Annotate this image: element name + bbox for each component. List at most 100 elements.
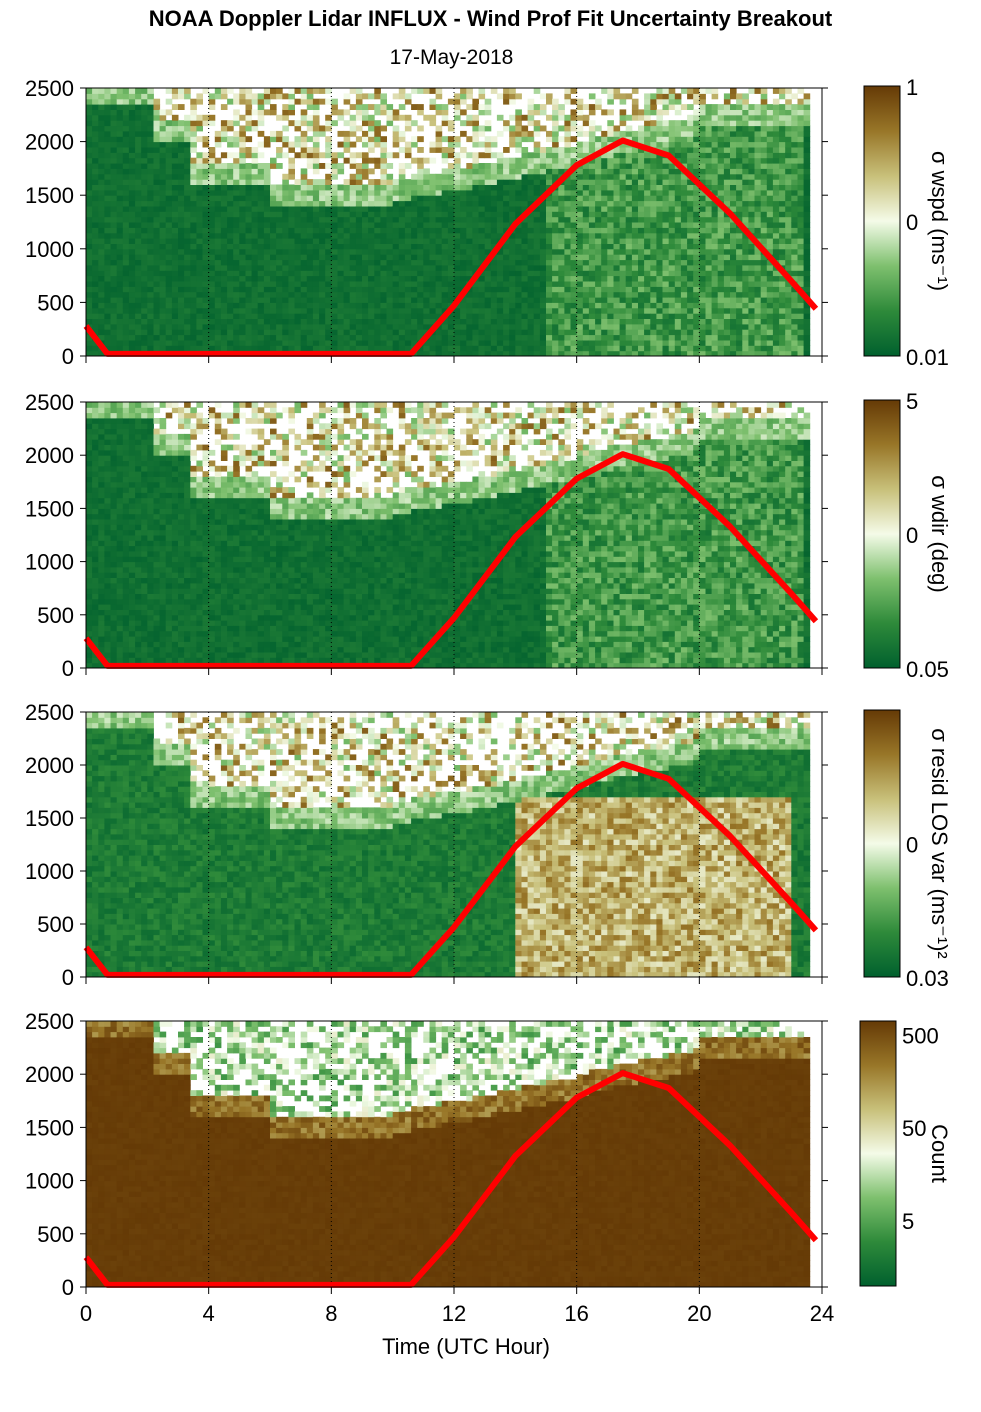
heatmap-cell <box>447 291 455 298</box>
heatmap-cell <box>288 222 295 228</box>
heatmap-cell <box>300 275 308 282</box>
heatmap-cell <box>239 157 246 164</box>
heatmap-cell <box>699 232 706 239</box>
heatmap-cell <box>337 313 345 319</box>
heatmap-cell <box>411 254 418 261</box>
heatmap-cell <box>147 329 154 336</box>
heatmap-cell <box>533 297 541 303</box>
heatmap-cell <box>386 205 394 212</box>
heatmap-cell <box>742 323 749 330</box>
heatmap-cell <box>533 350 541 357</box>
heatmap-cell <box>503 205 510 212</box>
heatmap-cell <box>214 270 222 277</box>
heatmap-cell <box>539 184 547 191</box>
heatmap-cell <box>165 302 173 309</box>
heatmap-cell <box>343 238 351 244</box>
heatmap-cell <box>619 98 627 105</box>
heatmap-cell <box>441 136 449 143</box>
heatmap-cell <box>380 189 387 196</box>
heatmap-cell <box>227 216 234 223</box>
heatmap-cell <box>300 114 308 121</box>
heatmap-cell <box>546 248 553 255</box>
heatmap-cell <box>478 195 486 202</box>
heatmap-cell <box>668 222 676 228</box>
heatmap-cell <box>570 339 578 346</box>
heatmap-cell <box>644 270 651 277</box>
heatmap-cell <box>288 248 295 255</box>
heatmap-cell <box>447 216 455 223</box>
heatmap-cell <box>135 168 142 175</box>
heatmap-cell <box>98 302 105 309</box>
heatmap-cell <box>257 152 265 159</box>
heatmap-cell <box>619 141 627 148</box>
heatmap-cell <box>319 270 326 277</box>
heatmap-cell <box>625 345 633 352</box>
heatmap-cell <box>705 323 713 330</box>
heatmap-cell <box>558 168 565 175</box>
heatmap-cell <box>386 179 394 185</box>
heatmap-cell <box>447 205 455 212</box>
heatmap-cell <box>227 291 234 298</box>
heatmap-cell <box>104 109 111 116</box>
heatmap-cell <box>171 243 179 250</box>
heatmap-cell <box>570 136 578 143</box>
heatmap-cell <box>128 248 136 255</box>
heatmap-cell <box>245 227 253 234</box>
heatmap-cell <box>429 189 437 196</box>
heatmap-cell <box>546 205 553 212</box>
heatmap-cell <box>748 345 755 352</box>
heatmap-cell <box>478 248 486 255</box>
heatmap-cell <box>227 173 234 180</box>
heatmap-cell <box>576 141 584 148</box>
heatmap-cell <box>582 104 590 110</box>
heatmap-cell <box>331 157 338 164</box>
heatmap-cell <box>122 286 130 293</box>
heatmap-cell <box>214 184 222 191</box>
heatmap-cell <box>748 264 755 271</box>
heatmap-cell <box>742 109 749 116</box>
heatmap-cell <box>233 339 240 346</box>
heatmap-cell <box>245 259 253 266</box>
heatmap-cell <box>423 259 430 266</box>
heatmap-cell <box>374 184 381 191</box>
heatmap-cell <box>319 163 326 169</box>
heatmap-cell <box>306 307 314 314</box>
heatmap-cell <box>190 254 197 261</box>
heatmap-cell <box>472 216 479 223</box>
heatmap-cell <box>503 318 510 325</box>
heatmap-cell <box>478 339 486 346</box>
heatmap-cell <box>447 238 455 244</box>
heatmap-cell <box>288 297 295 303</box>
heatmap-cell <box>680 130 688 137</box>
heatmap-cell <box>705 264 713 271</box>
heatmap-cell <box>171 184 179 191</box>
heatmap-cell <box>337 200 345 207</box>
heatmap-cell <box>693 163 700 169</box>
heatmap-cell <box>196 329 203 336</box>
heatmap-cell <box>331 286 338 293</box>
heatmap-cell <box>257 216 265 223</box>
heatmap-cell <box>705 232 713 239</box>
heatmap-cell <box>319 243 326 250</box>
heatmap-cell <box>392 114 400 121</box>
heatmap-cell <box>171 189 179 196</box>
heatmap-cell <box>196 291 203 298</box>
heatmap-cell <box>263 163 271 169</box>
heatmap-cell <box>447 297 455 303</box>
heatmap-cell <box>595 329 602 336</box>
heatmap-cell <box>576 222 584 228</box>
heatmap-cell <box>441 168 449 175</box>
heatmap-cell <box>711 88 719 94</box>
heatmap-cell <box>429 184 437 191</box>
heatmap-cell <box>392 313 400 319</box>
heatmap-cell <box>104 275 111 282</box>
heatmap-cell <box>147 264 154 271</box>
heatmap-cell <box>380 141 387 148</box>
heatmap-cell <box>736 168 743 175</box>
heatmap-cell <box>650 238 657 244</box>
heatmap-cell <box>717 114 725 121</box>
heatmap-cell <box>153 152 161 159</box>
heatmap-cell <box>184 147 191 153</box>
heatmap-cell <box>693 93 700 100</box>
heatmap-cell <box>515 264 522 271</box>
